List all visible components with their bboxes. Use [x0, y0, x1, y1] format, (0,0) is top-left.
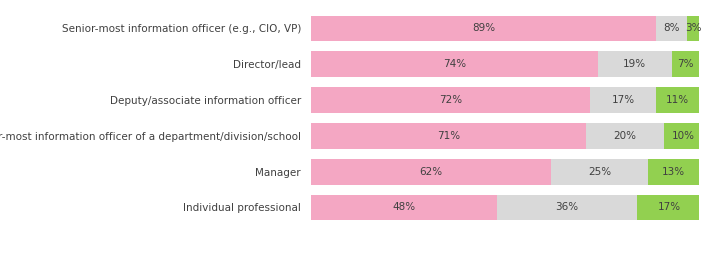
Bar: [672, 51, 699, 77]
Bar: [311, 159, 551, 184]
Text: 72%: 72%: [439, 95, 462, 105]
Bar: [590, 87, 656, 113]
Bar: [649, 159, 699, 184]
Text: 36%: 36%: [556, 202, 578, 213]
Bar: [657, 16, 687, 41]
Bar: [657, 87, 699, 113]
Text: 25%: 25%: [588, 167, 611, 177]
Bar: [687, 16, 699, 41]
Text: 17%: 17%: [658, 202, 681, 213]
Bar: [637, 195, 702, 220]
Text: 13%: 13%: [662, 167, 686, 177]
Text: 48%: 48%: [393, 202, 415, 213]
Bar: [311, 51, 598, 77]
Bar: [311, 87, 590, 113]
Bar: [586, 123, 664, 149]
Bar: [311, 16, 657, 41]
Text: 19%: 19%: [623, 59, 647, 69]
Text: 11%: 11%: [666, 95, 689, 105]
Text: 89%: 89%: [472, 23, 495, 33]
Bar: [664, 123, 703, 149]
Text: 71%: 71%: [437, 131, 460, 141]
Text: 74%: 74%: [443, 59, 466, 69]
Bar: [551, 159, 649, 184]
Text: 62%: 62%: [419, 167, 443, 177]
Text: 10%: 10%: [672, 131, 695, 141]
Bar: [311, 195, 497, 220]
Bar: [497, 195, 637, 220]
Text: 20%: 20%: [614, 131, 637, 141]
Text: 17%: 17%: [611, 95, 635, 105]
Text: 3%: 3%: [685, 23, 701, 33]
Bar: [311, 123, 586, 149]
Text: 8%: 8%: [664, 23, 680, 33]
Text: 7%: 7%: [677, 59, 693, 69]
Bar: [598, 51, 672, 77]
